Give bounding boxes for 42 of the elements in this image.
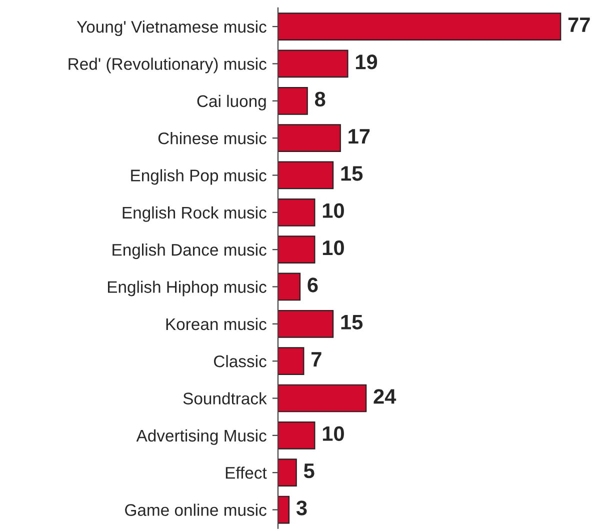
data-label: 6 <box>308 278 318 292</box>
y-tick-label: Effect <box>226 466 267 479</box>
data-label: 8 <box>314 92 326 106</box>
data-label: 15 <box>341 166 363 181</box>
data-label: 10 <box>322 203 344 218</box>
y-tick-label: Red' (Revolutionary) music <box>68 58 266 74</box>
bar <box>278 347 304 376</box>
bar <box>278 496 290 524</box>
y-tick-label: Young' Vietnamese music <box>76 20 266 36</box>
bar <box>278 272 301 301</box>
bar <box>278 421 316 450</box>
y-tick-label: English Pop music <box>131 169 266 185</box>
bar <box>278 310 334 338</box>
y-tick-label: Advertising Music <box>136 429 266 445</box>
data-label: 5 <box>304 464 314 478</box>
y-tick-label: English Dance music <box>112 244 266 260</box>
data-label: 10 <box>322 240 344 256</box>
data-label: 77 <box>568 18 590 32</box>
y-tick-label: English Rock music <box>122 206 266 222</box>
y-tick-label: Game online music <box>125 504 266 516</box>
data-label: 17 <box>348 129 370 144</box>
bar <box>278 124 341 152</box>
data-label: 19 <box>356 54 378 70</box>
data-label: 10 <box>322 426 344 442</box>
bar <box>278 198 316 226</box>
y-tick-label: Korean music <box>166 318 266 330</box>
y-tick-label: Classic <box>214 355 266 368</box>
data-label: 15 <box>341 314 363 330</box>
bar <box>278 50 348 78</box>
data-label: 7 <box>312 352 322 366</box>
y-tick-label: Soundtrack <box>183 392 267 404</box>
y-tick-label: English Hiphop music <box>108 280 266 296</box>
bar <box>278 384 367 412</box>
bar <box>278 236 316 264</box>
bar <box>278 12 562 40</box>
y-tick-label: Cai luong <box>197 94 266 110</box>
bar <box>278 86 308 115</box>
bar <box>278 161 334 190</box>
data-label: 24 <box>374 389 396 404</box>
data-label: 3 <box>296 500 307 516</box>
bar <box>278 458 297 487</box>
y-tick-label: Chinese music <box>158 132 266 144</box>
